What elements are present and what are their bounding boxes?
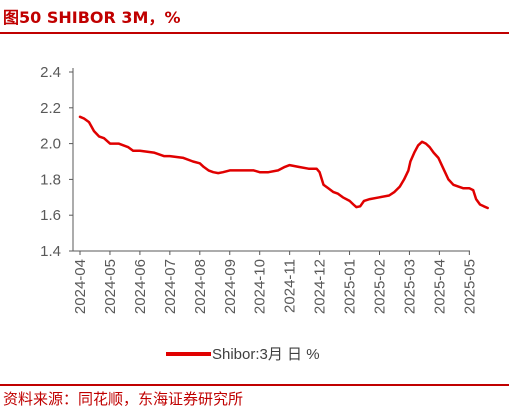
x-tick-label: 2024-11 — [282, 259, 299, 313]
line-chart: 1.4 1.6 1.8 2.0 2.2 2.4 2024-04 2024-05 2024-06… — [40, 64, 489, 363]
legend-label: Shibor:3月 日 % — [212, 346, 320, 363]
y-tick-label: 2.0 — [40, 136, 61, 153]
y-tick-label: 2.2 — [40, 100, 61, 117]
x-tick-label: 2025-02 — [372, 259, 389, 314]
x-tick-label: 2024-09 — [222, 259, 239, 314]
x-tick-label: 2024-08 — [192, 259, 209, 314]
source-divider — [0, 384, 509, 386]
x-tick-label: 2025-05 — [461, 259, 478, 314]
y-tick-label: 2.4 — [40, 64, 61, 81]
series-group — [78, 115, 489, 210]
figure-title: 图50 SHIBOR 3M，% — [3, 8, 181, 27]
x-tick-label: 2024-04 — [72, 259, 89, 314]
x-tick-label: 2024-10 — [252, 259, 269, 314]
y-tick-label: 1.4 — [40, 243, 61, 260]
legend: Shibor:3月 日 % — [166, 346, 320, 363]
title-divider — [0, 32, 509, 34]
x-tick-label: 2024-05 — [102, 259, 119, 314]
x-axis: 2024-04 2024-05 2024-06 2024-07 2024-08 2024-… — [72, 250, 478, 314]
x-tick-label: 2024-06 — [132, 259, 149, 314]
y-axis: 1.4 1.6 1.8 2.0 2.2 2.4 — [40, 64, 74, 260]
series-line — [78, 115, 489, 210]
x-tick-label: 2025-03 — [401, 259, 418, 314]
x-tick-label: 2024-12 — [312, 259, 329, 314]
y-tick-label: 1.8 — [40, 171, 61, 188]
x-tick-label: 2025-01 — [342, 259, 359, 314]
y-tick-label: 1.6 — [40, 207, 61, 224]
x-tick-label: 2025-04 — [431, 259, 448, 314]
source-note: 资料来源：同花顺，东海证券研究所 — [3, 390, 244, 408]
x-tick-label: 2024-07 — [162, 259, 179, 314]
